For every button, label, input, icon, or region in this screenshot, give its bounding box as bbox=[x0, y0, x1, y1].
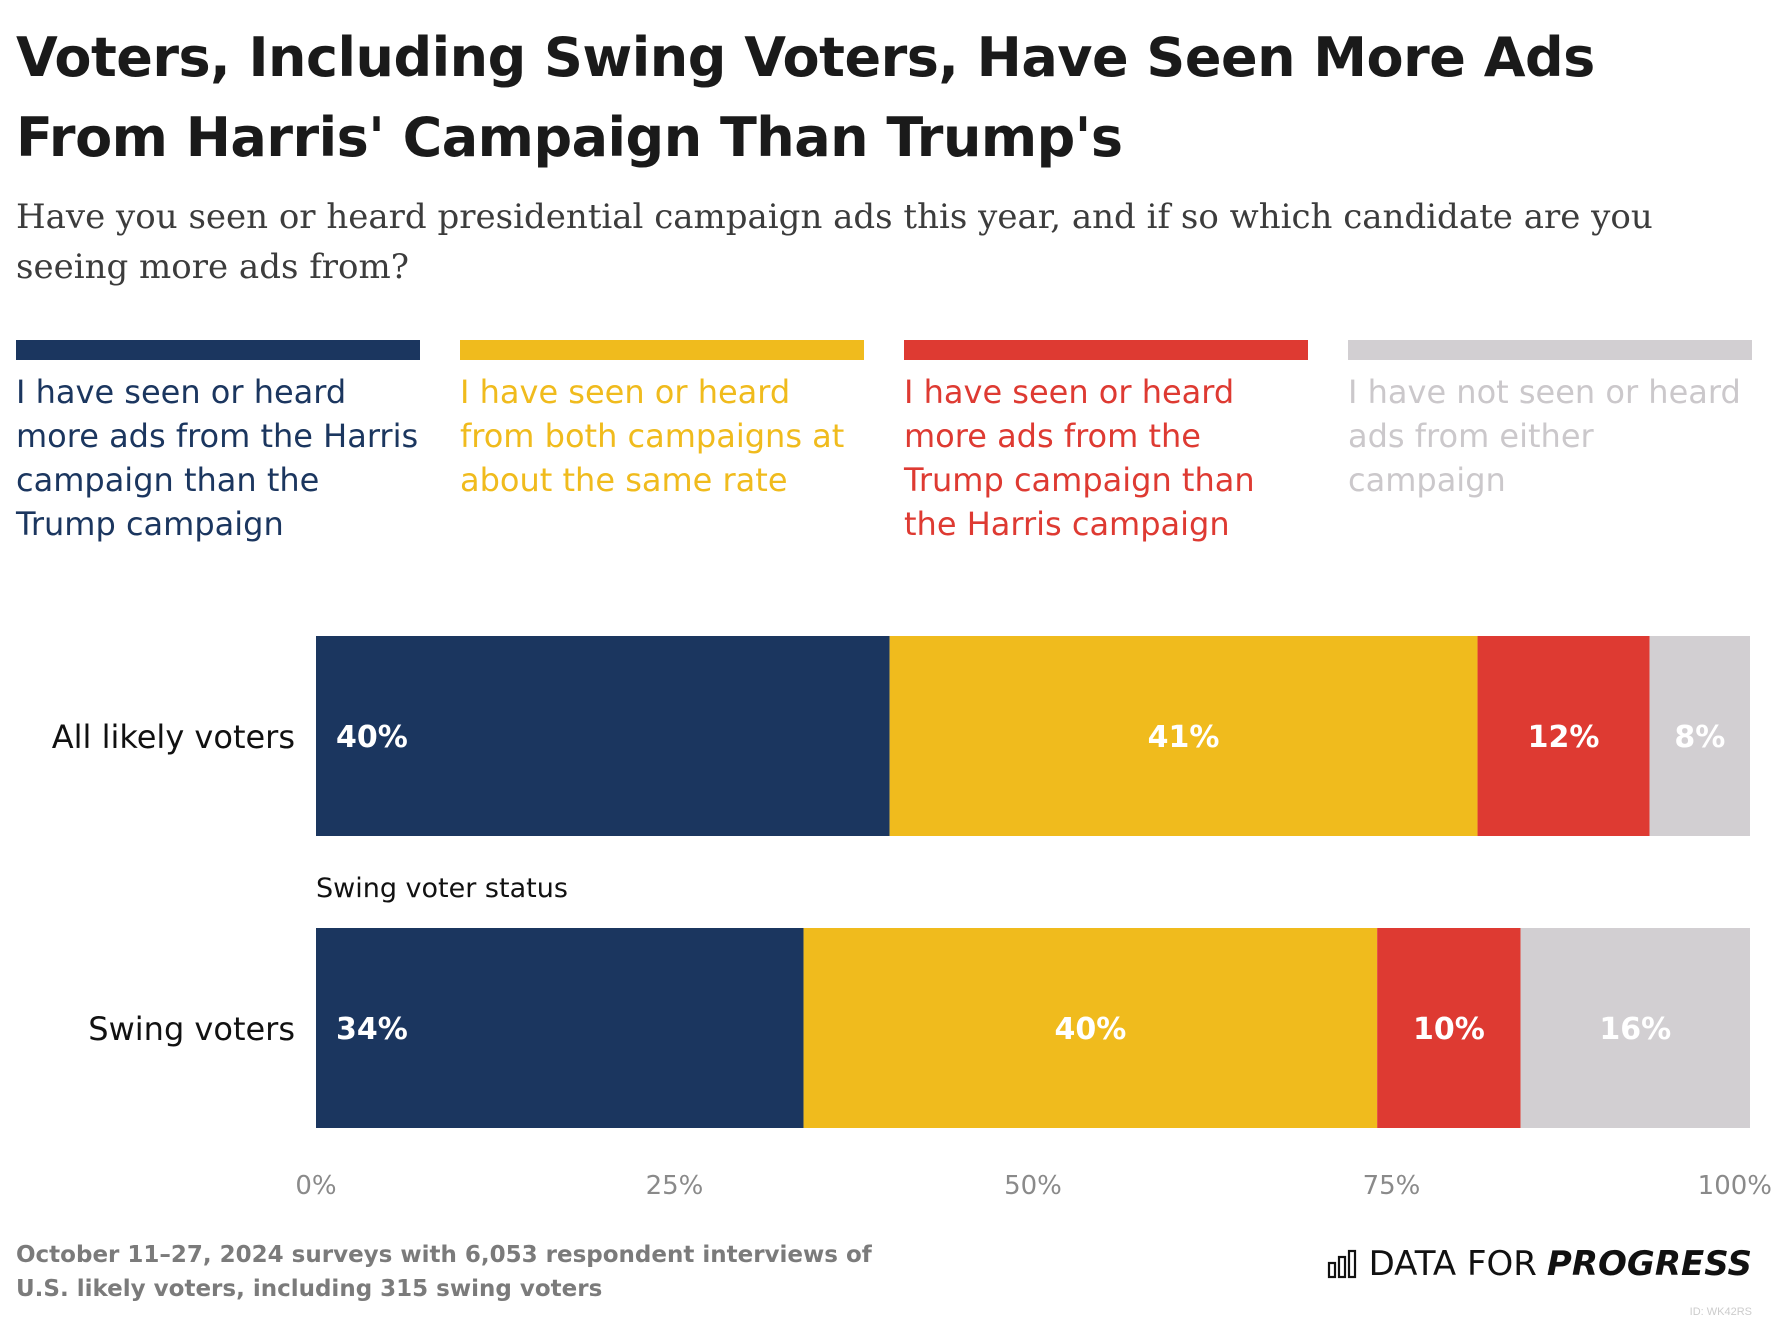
source-note: October 11–27, 2024 surveys with 6,053 r… bbox=[16, 1242, 872, 1302]
x-tick-label: 100% bbox=[1698, 1171, 1772, 1201]
bar-chart-logo-icon bbox=[1327, 1249, 1356, 1279]
x-tick-label: 50% bbox=[1004, 1171, 1062, 1201]
data-label-neither: 16% bbox=[1599, 1012, 1671, 1047]
bar-segment-harris bbox=[316, 928, 804, 1128]
x-tick-label: 75% bbox=[1363, 1171, 1421, 1201]
legend-item-harris: I have seen or heard more ads from the H… bbox=[16, 340, 420, 546]
chart-subtitle: Have you seen or heard presidential camp… bbox=[16, 197, 1653, 287]
chart-id: ID: WK42RS bbox=[1689, 1306, 1752, 1318]
category-label: All likely voters bbox=[52, 718, 295, 756]
data-label-trump: 10% bbox=[1413, 1012, 1485, 1047]
category-label: Swing voters bbox=[88, 1010, 295, 1048]
x-tick-label: 0% bbox=[295, 1171, 336, 1201]
bar-segment-neither bbox=[1649, 636, 1750, 836]
legend-label-trump: I have seen or heard more ads from the T… bbox=[904, 373, 1255, 543]
legend-item-trump: I have seen or heard more ads from the T… bbox=[904, 340, 1308, 546]
legend-label-harris: I have seen or heard more ads from the H… bbox=[16, 373, 419, 543]
legend-swatch-neither bbox=[1348, 340, 1752, 360]
brand-name-part1: DATA FOR bbox=[1368, 1244, 1537, 1284]
bar-segment-harris bbox=[316, 636, 890, 836]
data-label-both: 41% bbox=[1148, 720, 1220, 755]
data-label-harris: 34% bbox=[336, 1012, 408, 1047]
legend-item-neither: I have not seen or heard ads from either… bbox=[1348, 340, 1752, 502]
data-label-both: 40% bbox=[1054, 1012, 1126, 1047]
bar-segment-both bbox=[889, 636, 1478, 836]
bar-segment-trump bbox=[1377, 928, 1521, 1128]
legend-label-neither: I have not seen or heard ads from either… bbox=[1348, 373, 1741, 499]
data-label-trump: 12% bbox=[1528, 720, 1600, 755]
data-label-harris: 40% bbox=[336, 720, 408, 755]
brand-logo: DATA FOR PROGRESS bbox=[1327, 1244, 1752, 1284]
bar-segment-both bbox=[803, 928, 1378, 1128]
legend-swatch-trump bbox=[904, 340, 1308, 360]
legend-item-both: I have seen or heard from both campaigns… bbox=[460, 340, 864, 502]
legend-label-both: I have seen or heard from both campaigns… bbox=[460, 373, 845, 499]
bar-segment-neither bbox=[1520, 928, 1750, 1128]
brand-name-part2: PROGRESS bbox=[1546, 1244, 1752, 1284]
group-label: Swing voter status bbox=[316, 873, 568, 904]
chart-title: Voters, Including Swing Voters, Have See… bbox=[16, 26, 1595, 169]
legend-swatch-both bbox=[460, 340, 864, 360]
x-tick-label: 25% bbox=[646, 1171, 704, 1201]
data-label-neither: 8% bbox=[1674, 720, 1725, 755]
legend-swatch-harris bbox=[16, 340, 420, 360]
bar-segment-trump bbox=[1477, 636, 1650, 836]
